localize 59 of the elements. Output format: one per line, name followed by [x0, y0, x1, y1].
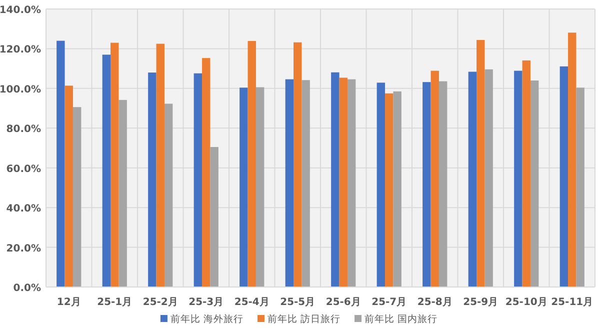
y-tick-label: 100.0%: [0, 84, 41, 96]
x-tick-label: 25-11月: [551, 297, 594, 308]
bar: [347, 79, 356, 287]
bar: [72, 107, 82, 287]
bar: [393, 91, 402, 287]
bar: [118, 100, 127, 287]
x-tick-label: 25-4月: [234, 297, 270, 308]
bar: [422, 82, 431, 287]
bar: [194, 73, 202, 287]
bar: [530, 80, 539, 287]
bar: [385, 93, 394, 287]
bar: [102, 54, 111, 287]
bar: [202, 58, 210, 287]
bar: [285, 79, 294, 287]
x-tick-label: 25-9月: [463, 297, 498, 308]
y-tick-label: 40.0%: [6, 204, 41, 215]
bar: [339, 78, 348, 287]
bar: [294, 42, 302, 287]
bar: [110, 42, 119, 287]
y-tick-label: 0.0%: [13, 283, 41, 294]
bar: [376, 82, 386, 287]
y-tick-label: 60.0%: [6, 164, 41, 175]
x-tick-label: 25-6月: [326, 297, 361, 308]
bar: [302, 80, 310, 287]
legend-label: 前年比 訪日旅行: [267, 313, 341, 325]
y-tick-label: 20.0%: [6, 243, 41, 254]
legend-label: 前年比 国内旅行: [364, 313, 438, 325]
bar: [468, 72, 477, 287]
bar: [576, 88, 584, 287]
bar: [484, 69, 493, 287]
bar: [430, 70, 439, 287]
x-tick-label: 12月: [56, 297, 81, 308]
bar: [210, 147, 218, 287]
bar: [156, 44, 164, 287]
bar: [331, 72, 340, 287]
bar: [476, 40, 485, 287]
bar: [514, 70, 522, 287]
bar: [164, 104, 173, 287]
bar: [568, 32, 576, 287]
bar: [522, 60, 530, 287]
y-tick-label: 120.0%: [0, 44, 41, 56]
x-tick-label: 25-3月: [188, 297, 224, 308]
bar: [240, 88, 248, 287]
legend-label: 前年比 海外旅行: [170, 313, 244, 325]
x-tick-label: 25-10月: [505, 297, 548, 308]
y-tick-label: 80.0%: [6, 124, 41, 136]
x-tick-label: 25-8月: [417, 297, 452, 308]
bar: [256, 87, 264, 287]
bar: [64, 86, 73, 287]
x-tick-label: 25-1月: [97, 297, 132, 308]
y-tick-label: 140.0%: [0, 5, 41, 16]
bar: [248, 40, 256, 287]
bar: [560, 66, 568, 287]
bar: [438, 81, 448, 287]
x-tick-label: 25-2月: [142, 297, 178, 308]
bar: [148, 72, 156, 287]
x-tick-label: 25-5月: [280, 297, 316, 308]
bar: [56, 40, 65, 287]
x-tick-label: 25-7月: [372, 297, 407, 308]
